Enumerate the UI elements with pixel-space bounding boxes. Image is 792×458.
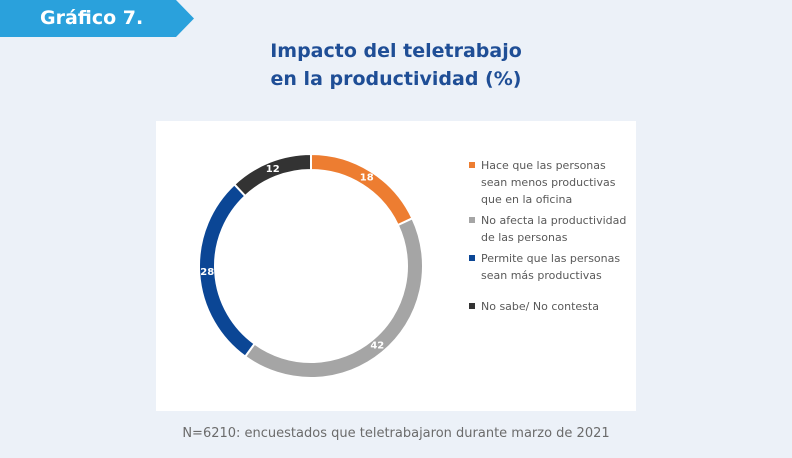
data-label-no-effect: 42 bbox=[370, 341, 384, 352]
donut-slice-no-effect bbox=[243, 216, 424, 379]
chart-legend: Hace que las personas sean menos product… bbox=[469, 157, 634, 319]
legend-label-no-effect: No afecta la productividad de las person… bbox=[481, 214, 627, 244]
chart-panel: 18 42 28 12 Hace que las personas sean meno… bbox=[156, 121, 636, 411]
sample-footnote: N=6210: encuestados que teletrabajaron d… bbox=[182, 426, 610, 441]
chart-title-line-2: en la productividad (%) bbox=[270, 68, 522, 90]
legend-swatch-more-productive bbox=[469, 255, 475, 261]
legend-item-more-productive: Permite que las personas sean más produc… bbox=[469, 250, 634, 284]
legend-swatch-no-answer bbox=[469, 303, 475, 309]
chart-title-line-1: Impacto del teletrabajo bbox=[270, 40, 522, 62]
legend-item-no-answer: No sabe/ No contesta bbox=[469, 298, 634, 315]
data-label-more-productive: 28 bbox=[200, 267, 214, 278]
legend-item-no-effect: No afecta la productividad de las person… bbox=[469, 212, 634, 246]
legend-swatch-no-effect bbox=[469, 217, 475, 223]
legend-label-less-productive: Hace que las personas sean menos product… bbox=[481, 159, 616, 206]
data-label-no-answer: 12 bbox=[266, 164, 280, 175]
legend-label-no-answer: No sabe/ No contesta bbox=[481, 300, 599, 313]
legend-swatch-less-productive bbox=[469, 162, 475, 168]
legend-label-more-productive: Permite que las personas sean más produc… bbox=[481, 252, 621, 282]
donut-chart: 18 42 28 12 bbox=[198, 152, 424, 379]
chart-title: Impacto del teletrabajo en la productivi… bbox=[196, 37, 596, 93]
chart-number-tag: Gráfico 7. bbox=[0, 0, 194, 37]
data-label-less-productive: 18 bbox=[360, 173, 374, 184]
donut-slice-no-answer bbox=[232, 152, 312, 198]
chart-number-label: Gráfico 7. bbox=[40, 7, 144, 29]
legend-item-less-productive: Hace que las personas sean menos product… bbox=[469, 157, 634, 208]
donut-slice-less-productive bbox=[310, 152, 414, 227]
